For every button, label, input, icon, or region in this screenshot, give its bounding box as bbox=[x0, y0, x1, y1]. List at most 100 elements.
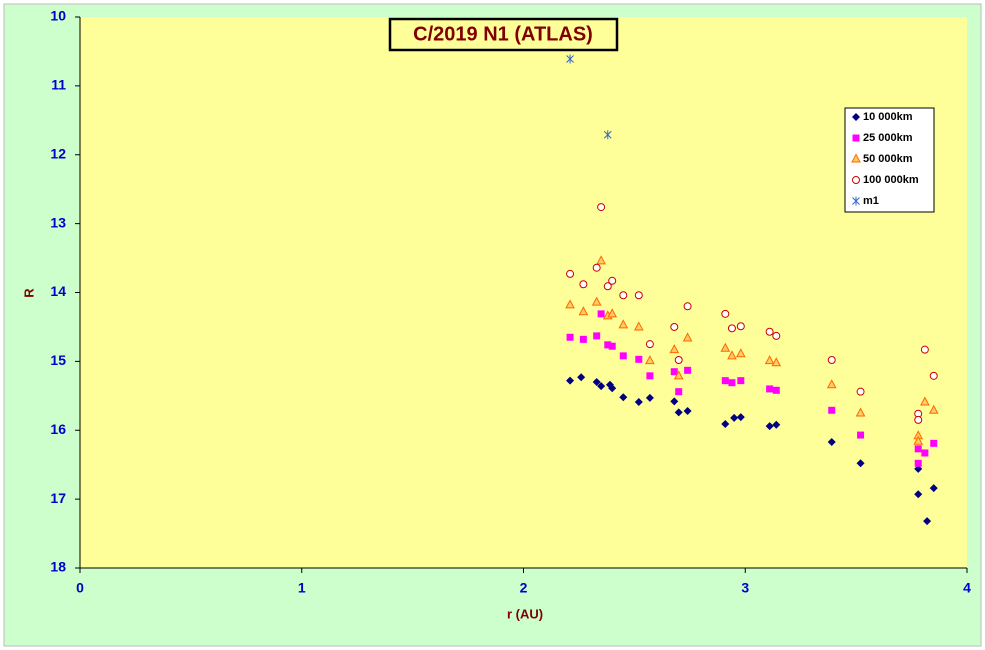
data-point bbox=[619, 393, 628, 402]
data-point bbox=[607, 308, 618, 318]
legend-marker bbox=[852, 196, 860, 206]
data-point bbox=[765, 327, 774, 336]
legend-marker bbox=[852, 134, 860, 142]
data-point bbox=[635, 355, 643, 363]
data-point bbox=[674, 355, 683, 364]
data-point bbox=[577, 373, 586, 382]
y-tick-label: 17 bbox=[50, 490, 66, 506]
y-tick-label: 10 bbox=[50, 8, 66, 24]
x-axis-title: r (AU) bbox=[507, 606, 543, 621]
data-point bbox=[565, 299, 575, 309]
data-point bbox=[619, 291, 628, 300]
data-point bbox=[618, 319, 629, 329]
data-point bbox=[856, 387, 865, 396]
data-point bbox=[670, 322, 679, 331]
data-point bbox=[921, 449, 929, 457]
legend-label: 50 000km bbox=[863, 153, 913, 165]
data-point bbox=[914, 415, 923, 424]
title-box bbox=[388, 17, 619, 52]
y-tick-label: 12 bbox=[50, 145, 66, 161]
plot-area bbox=[80, 17, 967, 568]
x-tick-label: 4 bbox=[963, 580, 971, 596]
legend-marker bbox=[852, 113, 860, 121]
data-point bbox=[646, 372, 654, 380]
data-point bbox=[929, 484, 938, 493]
data-point bbox=[737, 377, 745, 385]
data-point bbox=[826, 379, 837, 389]
data-point bbox=[828, 406, 836, 414]
data-point bbox=[913, 435, 924, 445]
data-point bbox=[721, 420, 730, 429]
data-point bbox=[634, 291, 643, 300]
data-point bbox=[914, 445, 922, 453]
data-point bbox=[920, 345, 929, 354]
data-point bbox=[683, 406, 692, 415]
data-point bbox=[593, 332, 601, 340]
data-point bbox=[675, 388, 683, 396]
data-point bbox=[772, 420, 781, 429]
legend-marker bbox=[852, 176, 860, 184]
data-point bbox=[578, 306, 589, 316]
y-tick-label: 18 bbox=[50, 559, 66, 575]
data-point bbox=[735, 348, 746, 358]
data-point bbox=[579, 280, 588, 289]
x-tick-label: 3 bbox=[741, 580, 749, 596]
data-point bbox=[608, 384, 617, 393]
data-point bbox=[772, 386, 780, 394]
data-point bbox=[566, 376, 575, 385]
data-point bbox=[764, 355, 775, 365]
data-point bbox=[772, 331, 781, 340]
data-point bbox=[579, 335, 587, 343]
data-point bbox=[619, 352, 627, 360]
data-point bbox=[721, 377, 729, 385]
legend-label: 100 000km bbox=[863, 174, 919, 186]
legend-marker bbox=[851, 153, 861, 163]
data-point bbox=[856, 459, 865, 468]
data-point bbox=[608, 276, 617, 285]
data-point bbox=[597, 382, 606, 391]
data-point bbox=[827, 437, 836, 446]
data-point bbox=[727, 324, 736, 333]
data-point bbox=[914, 459, 922, 467]
data-point bbox=[604, 341, 612, 349]
legend-label: 25 000km bbox=[863, 132, 913, 144]
data-point bbox=[914, 464, 923, 473]
data-point bbox=[920, 396, 930, 406]
data-point bbox=[914, 490, 923, 499]
legend-box bbox=[844, 107, 935, 213]
x-tick-label: 2 bbox=[520, 580, 528, 596]
data-point bbox=[684, 366, 692, 374]
data-point bbox=[721, 309, 730, 318]
data-point bbox=[771, 357, 782, 367]
x-tick-label: 1 bbox=[298, 580, 306, 596]
data-point bbox=[736, 413, 745, 422]
data-point bbox=[930, 439, 938, 447]
data-point bbox=[670, 368, 678, 376]
data-point bbox=[730, 413, 739, 422]
y-axis-title: R bbox=[21, 288, 36, 298]
data-point bbox=[633, 321, 644, 331]
data-point bbox=[566, 269, 575, 278]
data-point bbox=[608, 342, 616, 350]
data-point bbox=[645, 340, 654, 349]
data-point bbox=[597, 310, 605, 318]
data-point bbox=[857, 431, 865, 439]
data-point bbox=[566, 54, 574, 64]
data-point bbox=[855, 407, 866, 417]
x-tick-label: 0 bbox=[76, 580, 84, 596]
data-point bbox=[603, 130, 612, 140]
data-point bbox=[827, 355, 836, 364]
legend-label: 10 000km bbox=[863, 111, 913, 123]
y-tick-label: 16 bbox=[50, 421, 66, 437]
data-point bbox=[591, 296, 602, 306]
legend-label: m1 bbox=[863, 195, 879, 207]
data-point bbox=[603, 282, 612, 291]
y-tick-label: 13 bbox=[50, 214, 66, 230]
y-tick-label: 15 bbox=[50, 352, 66, 368]
data-point bbox=[929, 371, 938, 380]
data-point bbox=[645, 355, 655, 365]
y-tick-label: 14 bbox=[50, 283, 66, 299]
data-point bbox=[923, 517, 932, 526]
data-point bbox=[727, 350, 737, 360]
data-point bbox=[592, 378, 601, 387]
